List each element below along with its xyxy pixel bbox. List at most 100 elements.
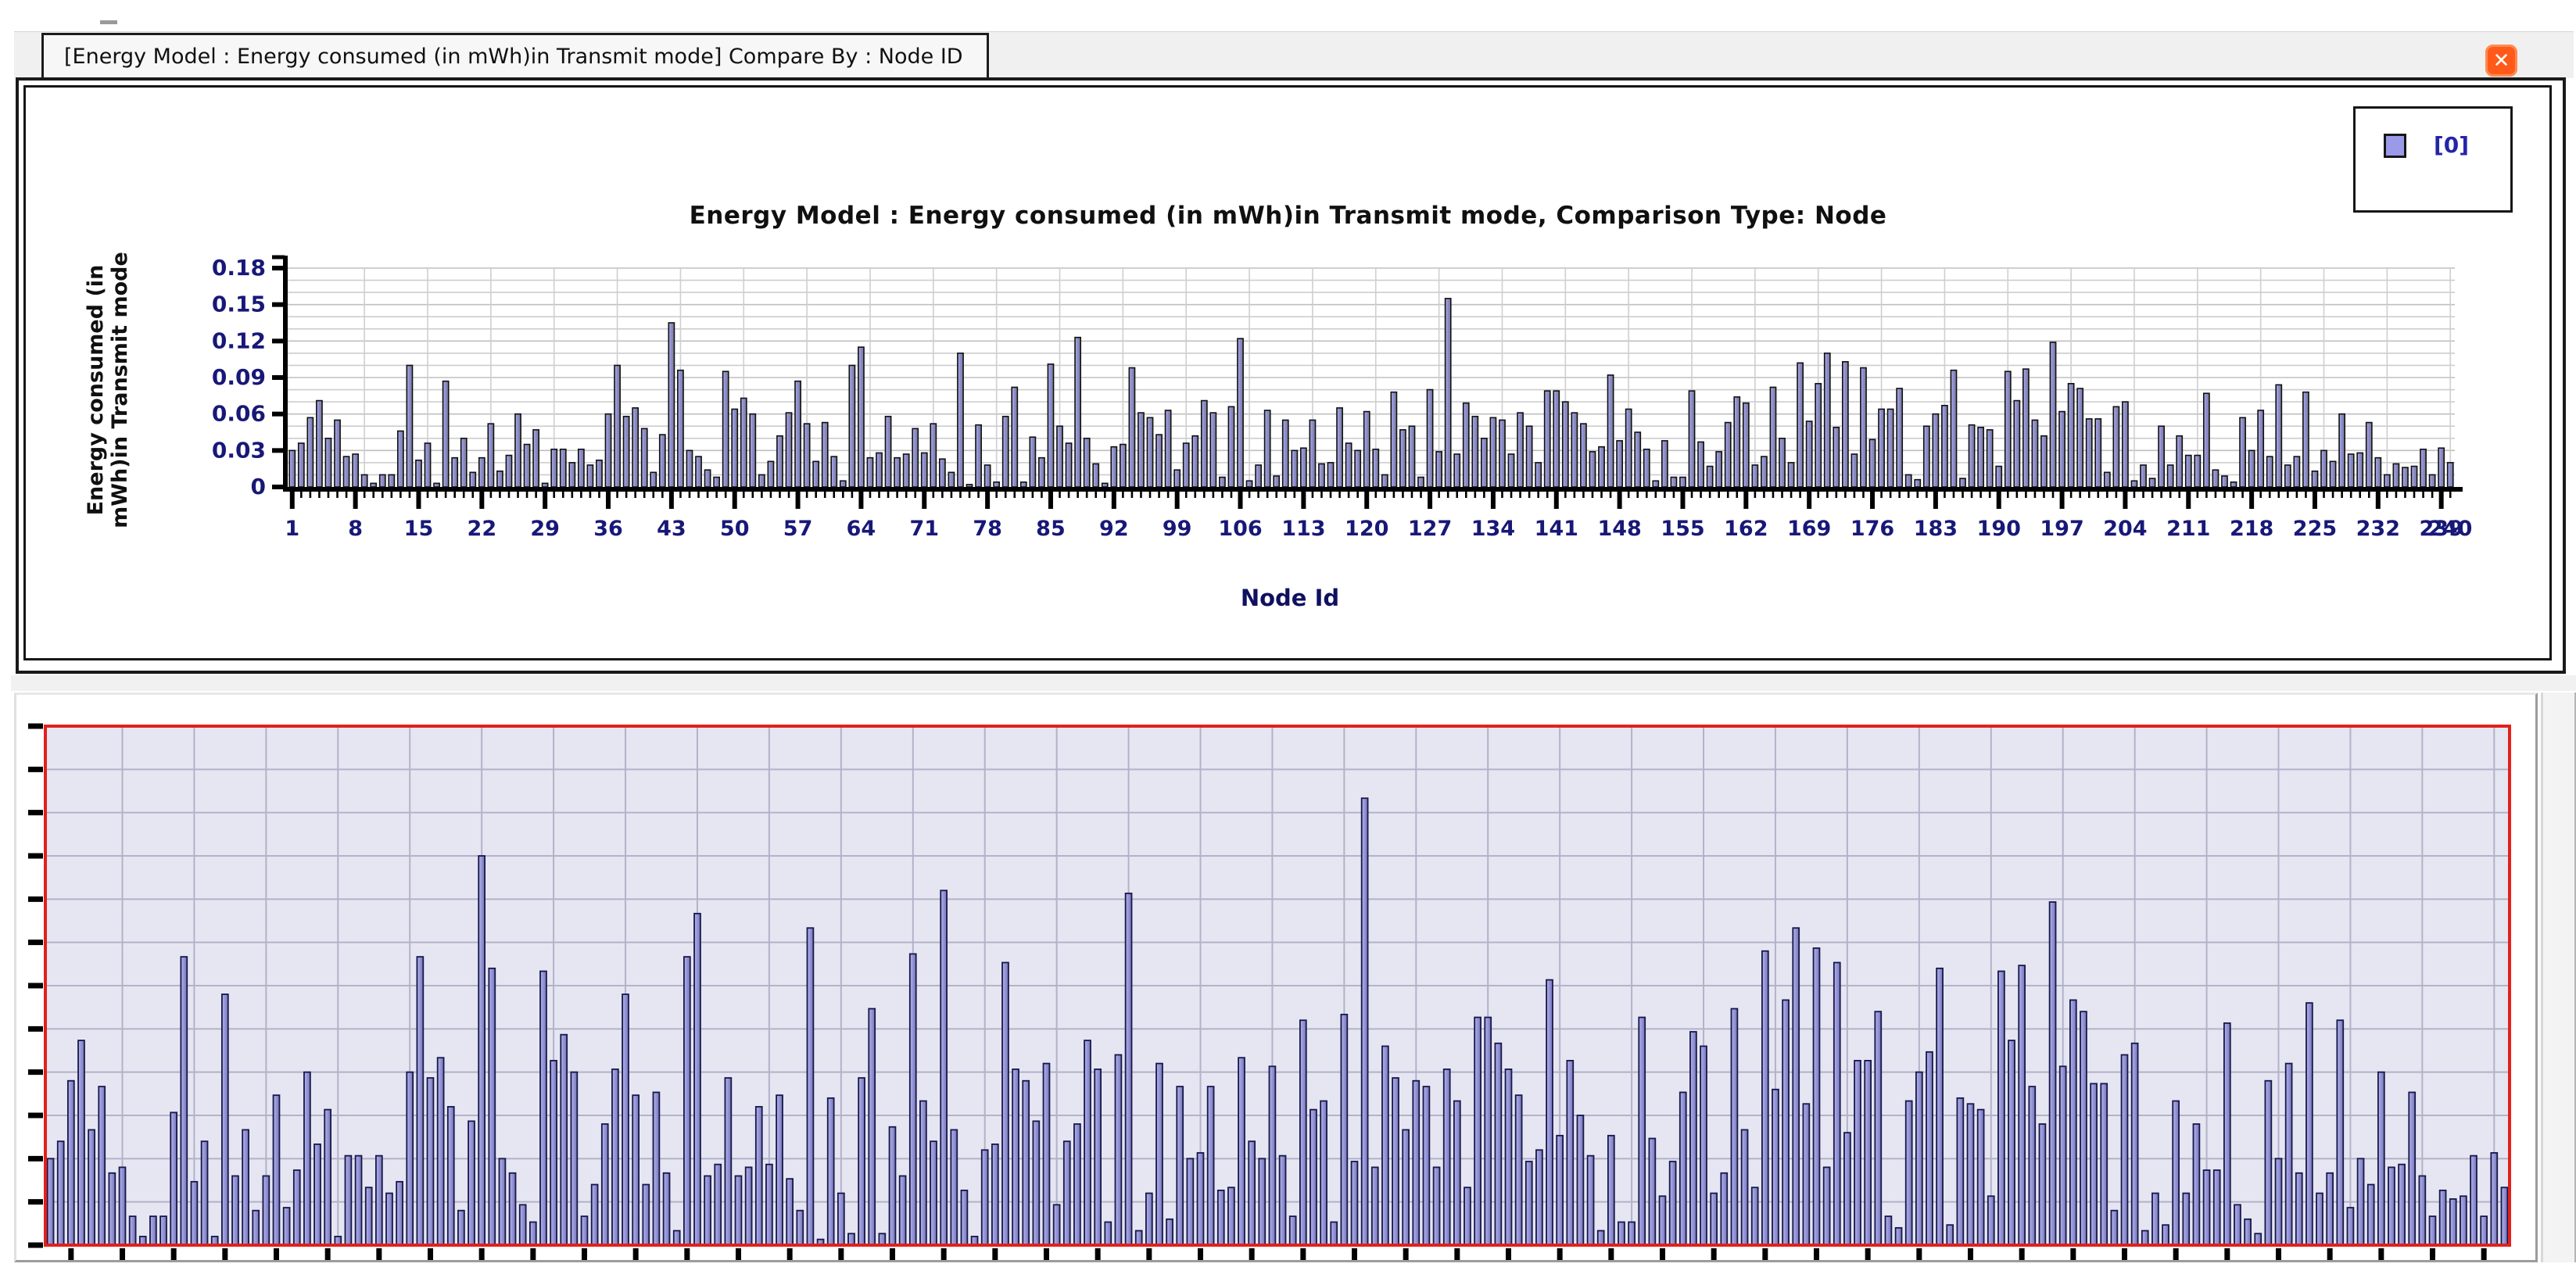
bar bbox=[1110, 446, 1118, 488]
bar bbox=[642, 1183, 650, 1246]
bar bbox=[1484, 1016, 1492, 1246]
bar bbox=[1255, 464, 1263, 488]
x-tick-label: 50 bbox=[720, 517, 750, 541]
bar bbox=[2266, 456, 2273, 488]
bar bbox=[1392, 1077, 1399, 1246]
bar bbox=[1535, 462, 1542, 488]
bar bbox=[948, 471, 955, 488]
bar bbox=[2374, 456, 2382, 488]
bar bbox=[1769, 386, 1777, 488]
bar bbox=[1797, 362, 1804, 488]
bar bbox=[487, 423, 495, 488]
bar bbox=[662, 1172, 671, 1246]
bar bbox=[1850, 453, 1858, 488]
bar bbox=[2067, 382, 2075, 488]
bar bbox=[1119, 443, 1127, 488]
bar bbox=[1628, 1221, 1636, 1246]
window-resize-dash bbox=[100, 20, 117, 24]
x-tick-label: 232 bbox=[2356, 517, 2400, 541]
bar bbox=[1740, 1129, 1749, 1246]
bar bbox=[1042, 1062, 1051, 1246]
bar bbox=[2274, 1158, 2283, 1246]
tab-title: [Energy Model : Energy consumed (in mWh)… bbox=[64, 44, 963, 69]
bar bbox=[406, 1071, 414, 1246]
bar bbox=[478, 855, 486, 1246]
bar bbox=[1833, 961, 1841, 1246]
bar bbox=[758, 474, 765, 488]
bar bbox=[1661, 440, 1668, 488]
bar bbox=[2100, 1083, 2108, 1246]
bar bbox=[908, 953, 917, 1246]
x-tick-label: 92 bbox=[1099, 517, 1129, 541]
bar bbox=[2110, 1209, 2119, 1246]
bar bbox=[1724, 421, 1732, 488]
bar bbox=[2410, 465, 2418, 488]
bar bbox=[457, 1209, 465, 1246]
bar bbox=[149, 1215, 157, 1246]
close-button[interactable]: ✕ bbox=[2485, 45, 2517, 77]
bar bbox=[396, 430, 404, 488]
bar bbox=[1227, 406, 1235, 488]
bar bbox=[1101, 482, 1109, 488]
x-tick-label: 169 bbox=[1787, 517, 1831, 541]
bar bbox=[460, 437, 468, 488]
bar bbox=[2402, 467, 2409, 488]
bar bbox=[2239, 417, 2246, 488]
x-tick-label: 78 bbox=[973, 517, 1002, 541]
bar bbox=[262, 1175, 270, 1246]
bar bbox=[498, 1158, 507, 1246]
x-tick-label: 225 bbox=[2293, 517, 2337, 541]
bar bbox=[744, 1166, 753, 1246]
bar bbox=[559, 448, 567, 488]
bar bbox=[2320, 449, 2327, 488]
bar bbox=[426, 1077, 435, 1246]
bar bbox=[2329, 460, 2337, 488]
bar bbox=[568, 462, 576, 488]
bar bbox=[2257, 410, 2265, 488]
bar bbox=[650, 471, 657, 488]
bar bbox=[2076, 388, 2084, 488]
main-bar-chart: 0 0.03 0.06 0.09 0.12 0.15 0.18 1 8 15 22 29 36 43 50 5… bbox=[212, 255, 2473, 541]
bar bbox=[2460, 1195, 2467, 1246]
bar bbox=[596, 459, 603, 488]
x-tick-label: 8 bbox=[348, 517, 363, 541]
bar bbox=[1841, 360, 1849, 488]
bar bbox=[695, 456, 702, 488]
x-tick-label: 134 bbox=[1471, 517, 1515, 541]
bar bbox=[2244, 1218, 2252, 1246]
bar bbox=[1772, 1088, 1779, 1246]
bar bbox=[1350, 1161, 1359, 1246]
bar bbox=[2022, 368, 2030, 488]
y-tick-label: 0 bbox=[251, 474, 266, 499]
bar bbox=[1299, 1019, 1307, 1246]
bar bbox=[993, 481, 1001, 488]
bar bbox=[1576, 1115, 1585, 1246]
bar bbox=[765, 1163, 773, 1246]
y-tick-label: 0.18 bbox=[212, 255, 266, 281]
bar bbox=[1525, 425, 1533, 488]
bar bbox=[1216, 1190, 1225, 1246]
y-tick-label: 0.03 bbox=[212, 437, 266, 463]
bar bbox=[2223, 1022, 2231, 1246]
bar bbox=[200, 1140, 209, 1246]
bar bbox=[2438, 1190, 2447, 1246]
bar bbox=[297, 442, 305, 488]
bar bbox=[1182, 442, 1190, 488]
x-tick-label: 204 bbox=[2103, 517, 2147, 541]
bar bbox=[1381, 1045, 1389, 1246]
bar bbox=[303, 1071, 311, 1246]
bar bbox=[1480, 437, 1488, 488]
bar bbox=[1186, 1158, 1195, 1246]
bar bbox=[66, 1079, 75, 1246]
bar bbox=[1792, 927, 1800, 1246]
bar bbox=[1874, 1011, 1883, 1246]
plot-window-tab[interactable]: [Energy Model : Energy consumed (in mWh)… bbox=[41, 33, 989, 77]
bar bbox=[1499, 419, 1506, 488]
bar bbox=[2316, 1192, 2323, 1246]
bar bbox=[1453, 1100, 1461, 1246]
bar bbox=[1733, 396, 1741, 488]
bar bbox=[1959, 478, 1966, 488]
bar bbox=[1029, 436, 1037, 488]
bar bbox=[1038, 456, 1045, 488]
bar bbox=[2438, 447, 2445, 488]
